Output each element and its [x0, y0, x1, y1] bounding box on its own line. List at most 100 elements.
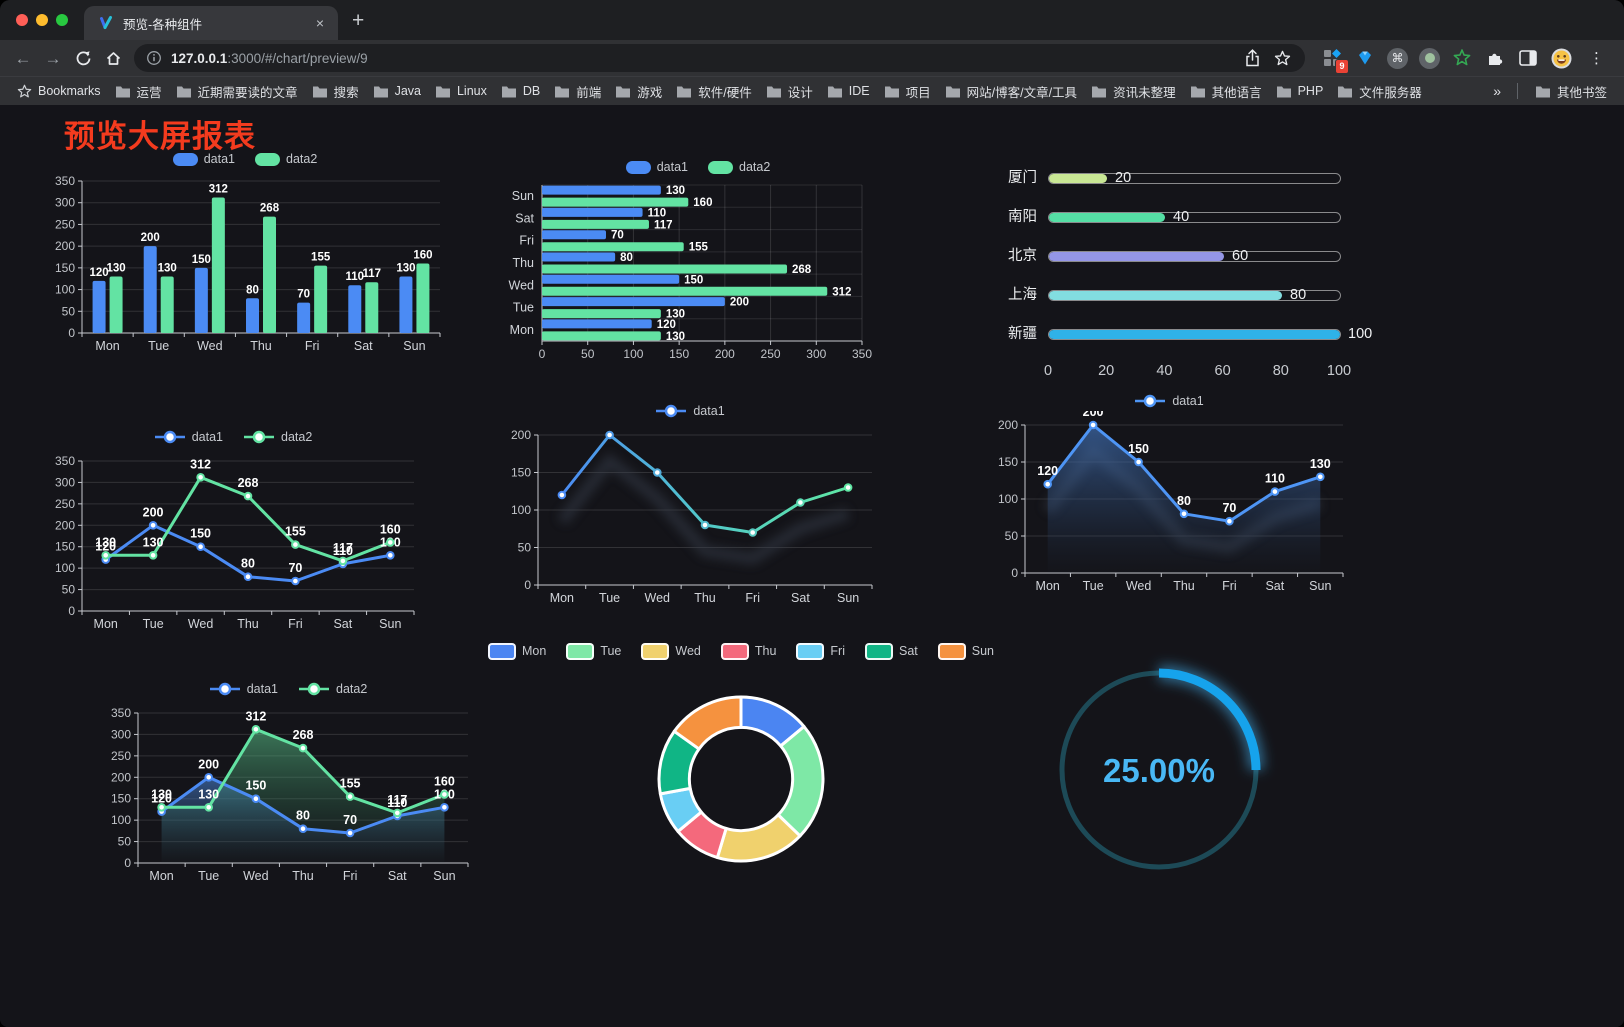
svg-text:Thu: Thu: [237, 617, 259, 631]
progress-value: 20: [1115, 170, 1132, 186]
bookmarks-overflow-chevron[interactable]: »: [1493, 83, 1501, 99]
folder-icon: [677, 86, 692, 97]
puzzle-icon: [1489, 53, 1503, 65]
legend-item[interactable]: data2: [255, 152, 317, 166]
svg-text:130: 130: [158, 263, 177, 275]
svg-text:Fri: Fri: [519, 234, 534, 248]
svg-text:Fri: Fri: [1222, 579, 1237, 593]
bookmark-folder[interactable]: DB: [494, 81, 547, 101]
emoji-extension-icon[interactable]: [1550, 47, 1572, 69]
home-button[interactable]: [98, 43, 128, 73]
svg-text:Wed: Wed: [1126, 579, 1152, 593]
other-bookmarks-folder[interactable]: 其他书签: [1528, 79, 1614, 104]
legend-item[interactable]: Sat: [865, 642, 918, 660]
bookmark-folder[interactable]: Java: [366, 81, 428, 101]
legend-item[interactable]: Fri: [796, 642, 845, 660]
forward-button[interactable]: →: [38, 43, 68, 73]
legend-item[interactable]: data2: [708, 160, 770, 174]
legend-line-marker: [1135, 394, 1166, 408]
bookmark-folder[interactable]: 前端: [547, 79, 608, 104]
svg-text:Wed: Wed: [645, 591, 671, 605]
svg-text:50: 50: [518, 541, 532, 555]
svg-text:Wed: Wed: [243, 869, 269, 883]
legend-label: Wed: [675, 644, 701, 658]
legend-item[interactable]: data1: [154, 430, 223, 444]
legend-item[interactable]: data1: [655, 404, 725, 418]
tab-close-icon[interactable]: ×: [315, 15, 324, 31]
svg-text:150: 150: [55, 261, 75, 275]
progress-chart-body: 厦门 20 南阳 40 北京 60 上海 80 新疆 100 0 20 40 60 80 100: [980, 157, 1392, 392]
bookmark-folder[interactable]: 软件/硬件: [669, 79, 758, 104]
minimize-window-button[interactable]: [36, 14, 48, 26]
bookmark-folder[interactable]: 设计: [759, 79, 820, 104]
back-button[interactable]: ←: [8, 43, 38, 73]
bookmark-folder-label: 网站/博客/文章/工具: [966, 85, 1078, 100]
bookmark-folder[interactable]: 游戏: [608, 79, 669, 104]
bookmark-folder[interactable]: 其他语言: [1183, 79, 1269, 104]
svg-text:200: 200: [198, 757, 219, 771]
gem-extension-icon[interactable]: [1354, 47, 1376, 69]
progress-row: 北京 60: [980, 247, 1392, 265]
share-icon[interactable]: [1245, 49, 1260, 67]
svg-text:50: 50: [62, 304, 76, 318]
new-tab-button[interactable]: +: [352, 9, 365, 32]
chart-grouped-bar: data1 data2 0 50 100 150 200 250 300 350 Mon Tue Wed…: [40, 149, 450, 366]
legend-item[interactable]: Tue: [566, 642, 621, 660]
svg-text:70: 70: [343, 813, 357, 827]
reload-button[interactable]: [68, 43, 98, 73]
chart-legend: Mon Tue Wed Thu Fri Sat Sun: [487, 641, 994, 661]
legend-item[interactable]: data1: [1134, 394, 1204, 408]
bookmark-folder[interactable]: 运营: [108, 79, 169, 104]
legend-item[interactable]: data1: [172, 152, 235, 166]
bookmark-folder[interactable]: Linux: [428, 81, 494, 101]
url-path: :3000/#/chart/preview/9: [227, 50, 368, 66]
star-extension-icon[interactable]: [1451, 47, 1473, 69]
svg-text:350: 350: [852, 347, 872, 361]
svg-text:150: 150: [245, 779, 266, 793]
bookmark-folder[interactable]: PHP: [1269, 81, 1331, 101]
legend-item[interactable]: data2: [243, 430, 312, 444]
extension-grid-icon[interactable]: 9: [1321, 47, 1349, 74]
extensions-area: 9 ⌘: [1313, 47, 1616, 74]
bookmark-folder[interactable]: 资讯未整理: [1084, 79, 1183, 104]
folder-icon: [555, 86, 570, 97]
side-panel-button[interactable]: [1517, 47, 1539, 69]
svg-text:110: 110: [1265, 472, 1285, 486]
site-info-icon[interactable]: [146, 50, 162, 66]
url-bar[interactable]: 127.0.0.1:3000/#/chart/preview/9: [134, 44, 1305, 72]
bookmark-folder[interactable]: 文件服务器: [1330, 79, 1429, 104]
bookmark-folder-label: 游戏: [637, 85, 663, 100]
close-window-button[interactable]: [16, 14, 28, 26]
bookmark-folder[interactable]: 近期需要读的文章: [169, 79, 305, 104]
command-extension-icon[interactable]: ⌘: [1387, 47, 1408, 69]
legend-swatch: [708, 160, 733, 174]
legend-item[interactable]: Mon: [487, 642, 546, 660]
svg-text:120: 120: [657, 319, 676, 331]
legend-item[interactable]: Thu: [720, 642, 776, 660]
svg-text:120: 120: [1037, 464, 1058, 478]
legend-item[interactable]: data2: [298, 682, 367, 696]
record-extension-icon[interactable]: [1419, 47, 1440, 69]
progress-label: 北京: [1008, 248, 1037, 264]
legend-item[interactable]: Wed: [641, 642, 701, 660]
svg-text:Wed: Wed: [509, 278, 535, 292]
legend-item[interactable]: data1: [625, 160, 688, 174]
extensions-puzzle-button[interactable]: [1484, 47, 1506, 69]
browser-menu-button[interactable]: ⋮: [1589, 50, 1604, 67]
bookmarks-manager[interactable]: Bookmarks: [10, 81, 108, 102]
zoom-window-button[interactable]: [56, 14, 68, 26]
bookmark-folder[interactable]: IDE: [820, 81, 877, 101]
legend-item[interactable]: Sun: [937, 642, 994, 660]
favicon: [98, 15, 114, 31]
svg-text:70: 70: [297, 289, 310, 301]
svg-text:Mon: Mon: [95, 339, 119, 353]
bookmark-folder[interactable]: 搜索: [305, 79, 366, 104]
bookmark-folder[interactable]: 网站/博客/文章/工具: [938, 79, 1084, 104]
svg-text:160: 160: [434, 774, 455, 788]
bookmark-star-icon[interactable]: [1274, 50, 1291, 67]
legend-item[interactable]: data1: [209, 682, 278, 696]
browser-tab[interactable]: 预览-各种组件 ×: [84, 6, 338, 40]
legend-swatch: [865, 642, 893, 660]
folder-icon: [766, 86, 781, 97]
bookmark-folder[interactable]: 项目: [877, 79, 938, 104]
